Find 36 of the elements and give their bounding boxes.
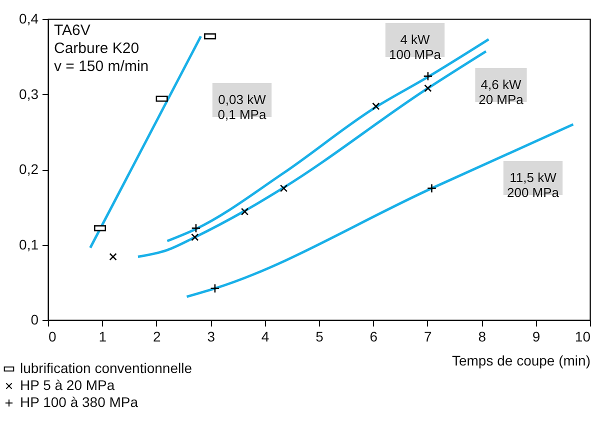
- line-series: [186, 123, 574, 298]
- annotation: 4,6 kW 20 MPa: [478, 77, 524, 107]
- x-tick-label: 3: [207, 328, 216, 344]
- point: [423, 71, 433, 81]
- annotation: 11,5 kW 200 MPa: [506, 170, 560, 200]
- y-tick-label: 0,3: [19, 86, 39, 102]
- y-tick-label: 0,1: [19, 236, 39, 252]
- annotation: 0,03 kW 0,1 MPa: [218, 92, 267, 122]
- legend-label: HP 100 à 380 MPa: [20, 394, 138, 410]
- x-tick-label: 5: [316, 328, 324, 344]
- annotation: 4 kW 100 MPa: [388, 32, 442, 62]
- x-tick-label: 1: [98, 328, 107, 344]
- x-tick-label: 6: [370, 328, 378, 344]
- point: [109, 252, 117, 261]
- y-tick-label: 0,4: [19, 10, 39, 26]
- x-tick-label: 0: [48, 328, 56, 344]
- point: [240, 208, 249, 216]
- point: [424, 84, 432, 92]
- legend-label: lubrification conventionnelle: [20, 360, 192, 376]
- legend-label: HP 5 à 20 MPa: [20, 377, 115, 393]
- point: [426, 184, 436, 194]
- point: [191, 233, 199, 242]
- point: [372, 102, 380, 110]
- x-tick-label: 9: [532, 328, 540, 344]
- x-axis-title: Temps de coupe (min): [452, 352, 590, 368]
- x-tick-label: 8: [478, 328, 486, 344]
- x-tick-label: 2: [153, 328, 161, 344]
- point: [280, 184, 288, 192]
- x-tick-label: 4: [261, 328, 270, 344]
- y-tick-label: 0,2: [19, 161, 39, 177]
- point: [210, 284, 220, 294]
- point: [191, 223, 201, 233]
- annotation: TA6V Carbure K20 v = 150 m/min: [54, 22, 149, 75]
- x-tick-label: 7: [424, 328, 432, 344]
- x-tick-label: 10: [574, 328, 591, 344]
- y-tick-label: 0: [30, 312, 39, 328]
